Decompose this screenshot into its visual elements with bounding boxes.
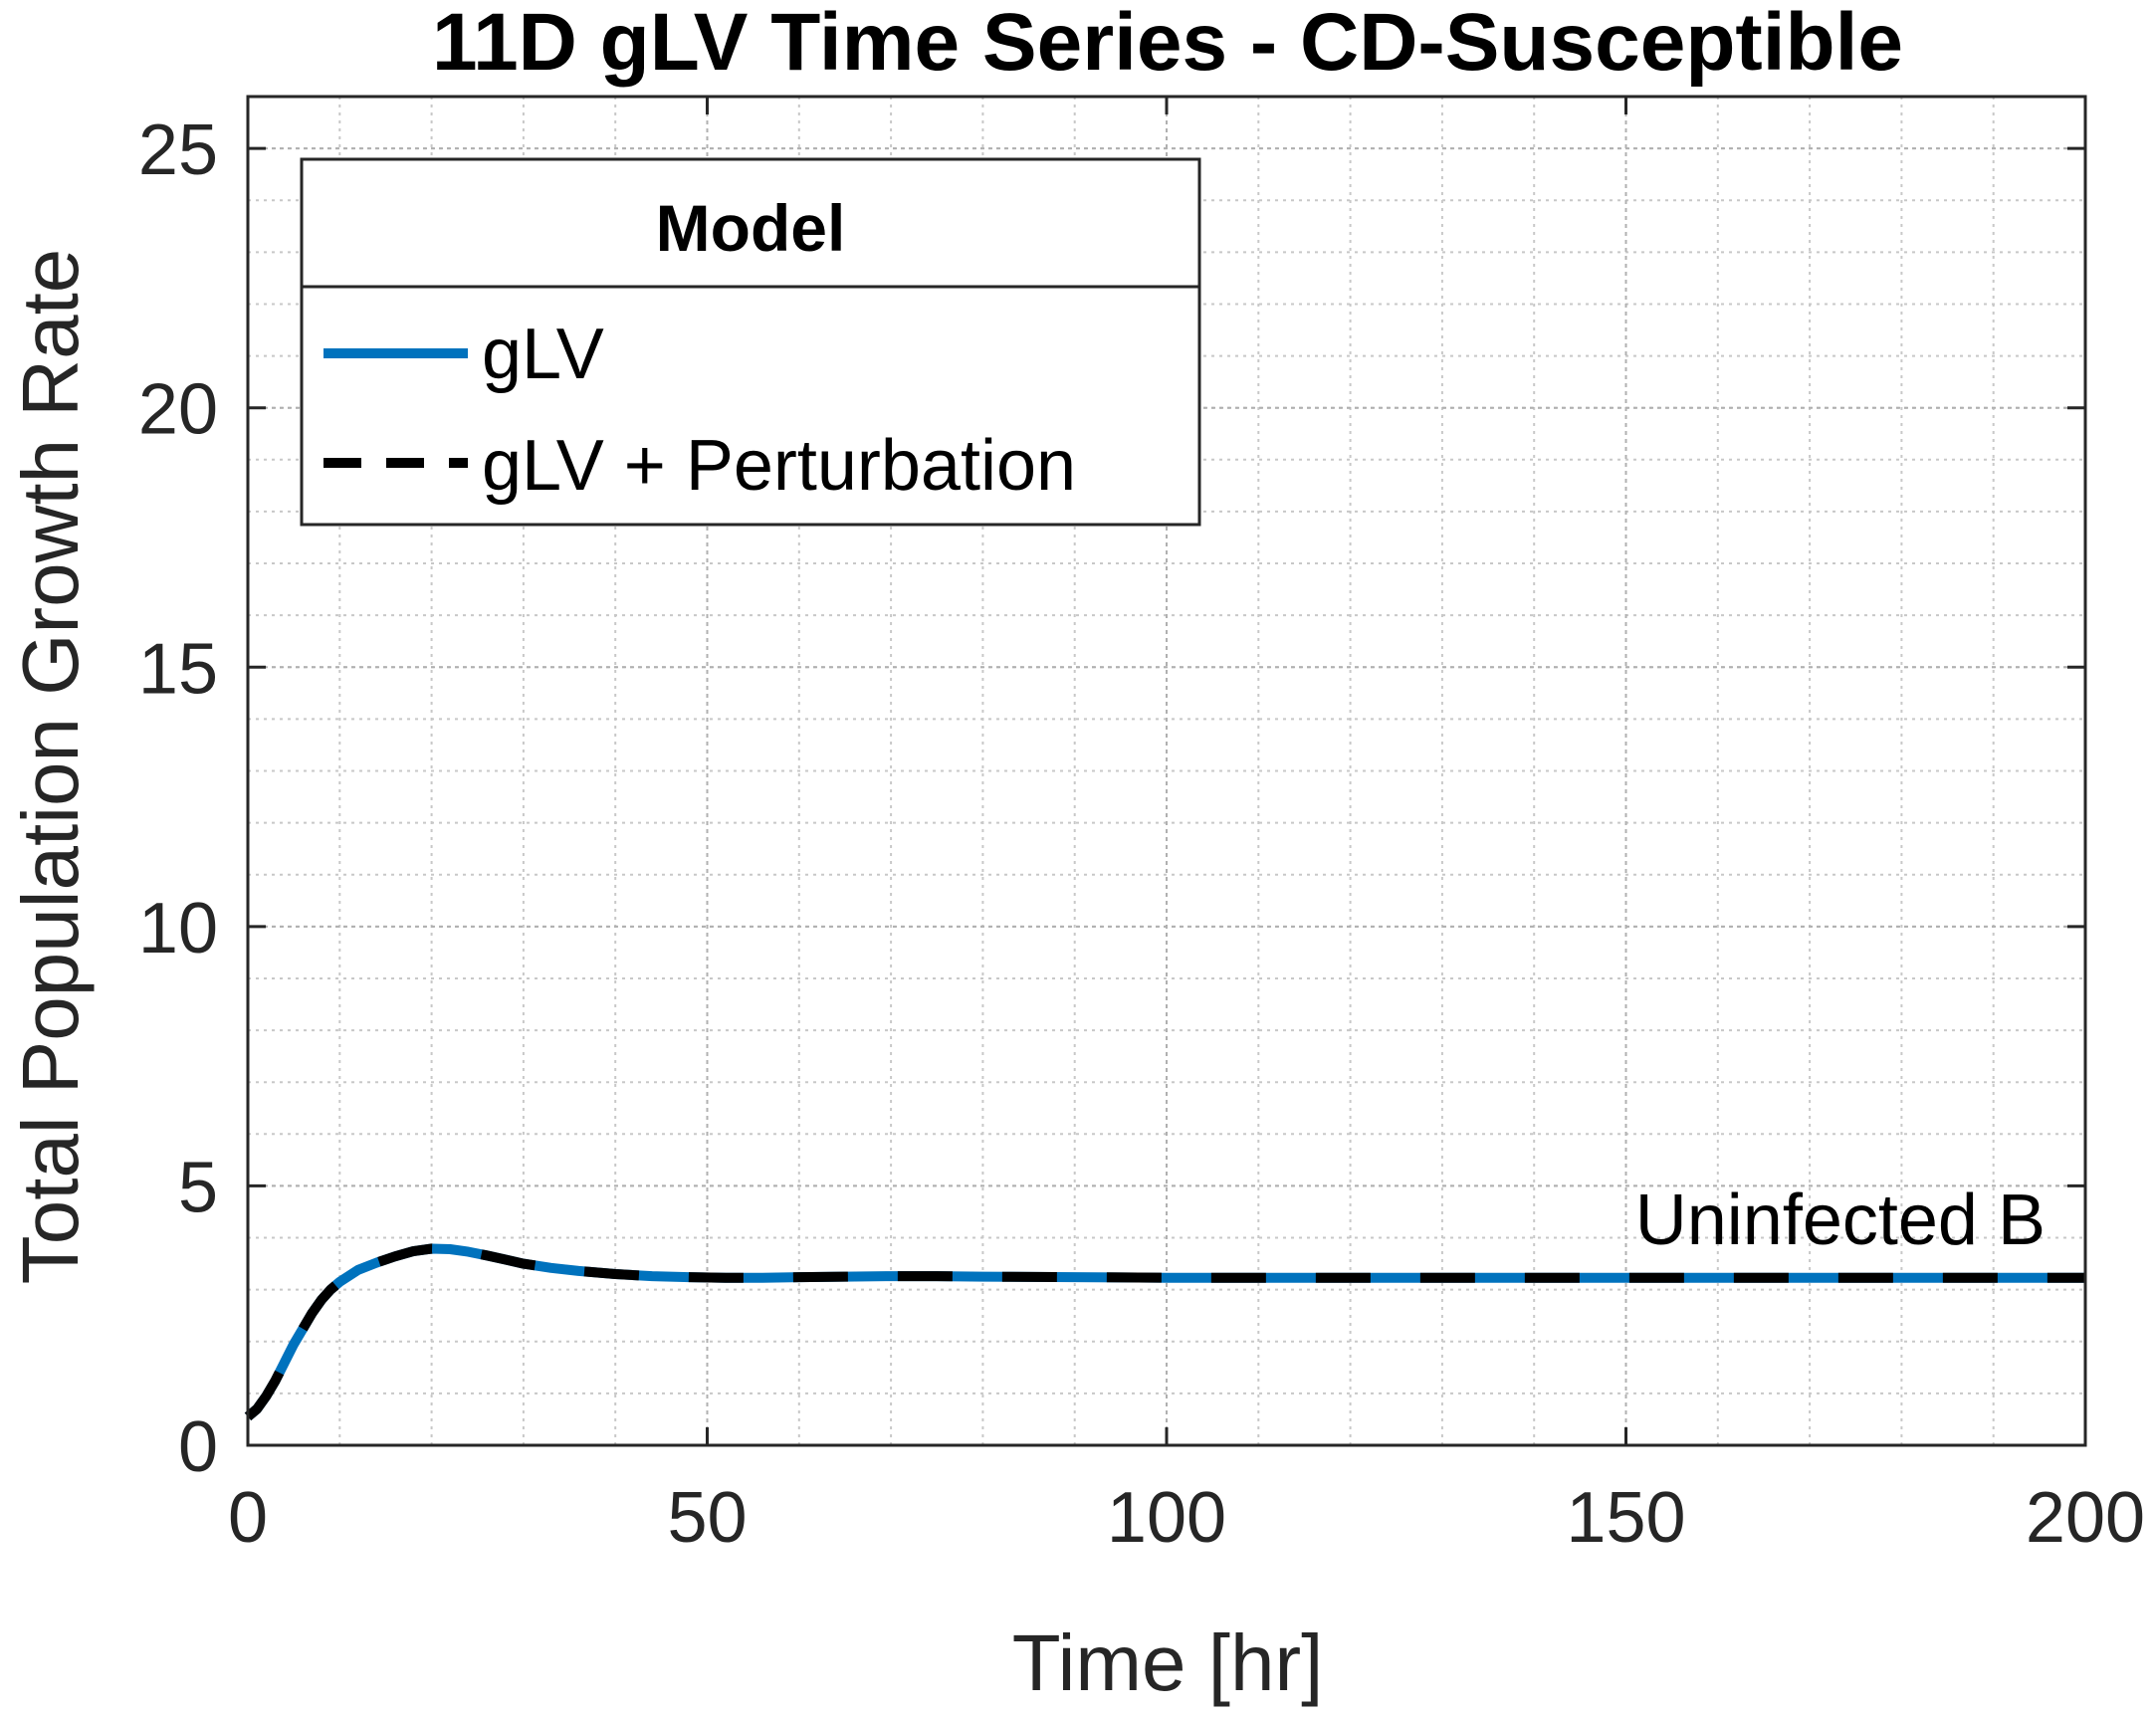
x-axis-label: Time [hr]: [1012, 1618, 1324, 1707]
x-tick-label: 200: [2026, 1478, 2145, 1558]
legend-entry-glv: gLV: [482, 315, 604, 394]
y-tick-label: 10: [138, 889, 218, 968]
x-tick-label: 0: [228, 1478, 268, 1558]
legend-title: Model: [656, 191, 846, 265]
legend-entry-glv-perturbation: gLV + Perturbation: [482, 426, 1076, 506]
axes: [246, 95, 2087, 1447]
x-tick-label: 50: [667, 1478, 747, 1558]
y-tick-label: 15: [138, 629, 218, 709]
series-lines: [244, 1243, 2085, 1421]
series-line-glv-perturbation: [244, 1243, 2085, 1421]
x-tick-label: 100: [1107, 1478, 1226, 1558]
y-tick-label: 5: [178, 1148, 218, 1227]
chart-title: 11D gLV Time Series - CD-Susceptible: [432, 0, 1903, 88]
y-axis-label: Total Population Growth Rate: [6, 249, 95, 1285]
x-tick-label: 150: [1566, 1478, 1685, 1558]
legend: Model gLV gLV + Perturbation: [300, 157, 1201, 527]
y-tick-label: 20: [138, 370, 218, 450]
tick-labels: 0 50 100 150 200 0 5 10 15 20 25: [138, 110, 2145, 1558]
series-annotation: Uninfected B: [1635, 1181, 2046, 1260]
y-tick-label: 25: [138, 110, 218, 190]
y-tick-label: 0: [178, 1407, 218, 1487]
